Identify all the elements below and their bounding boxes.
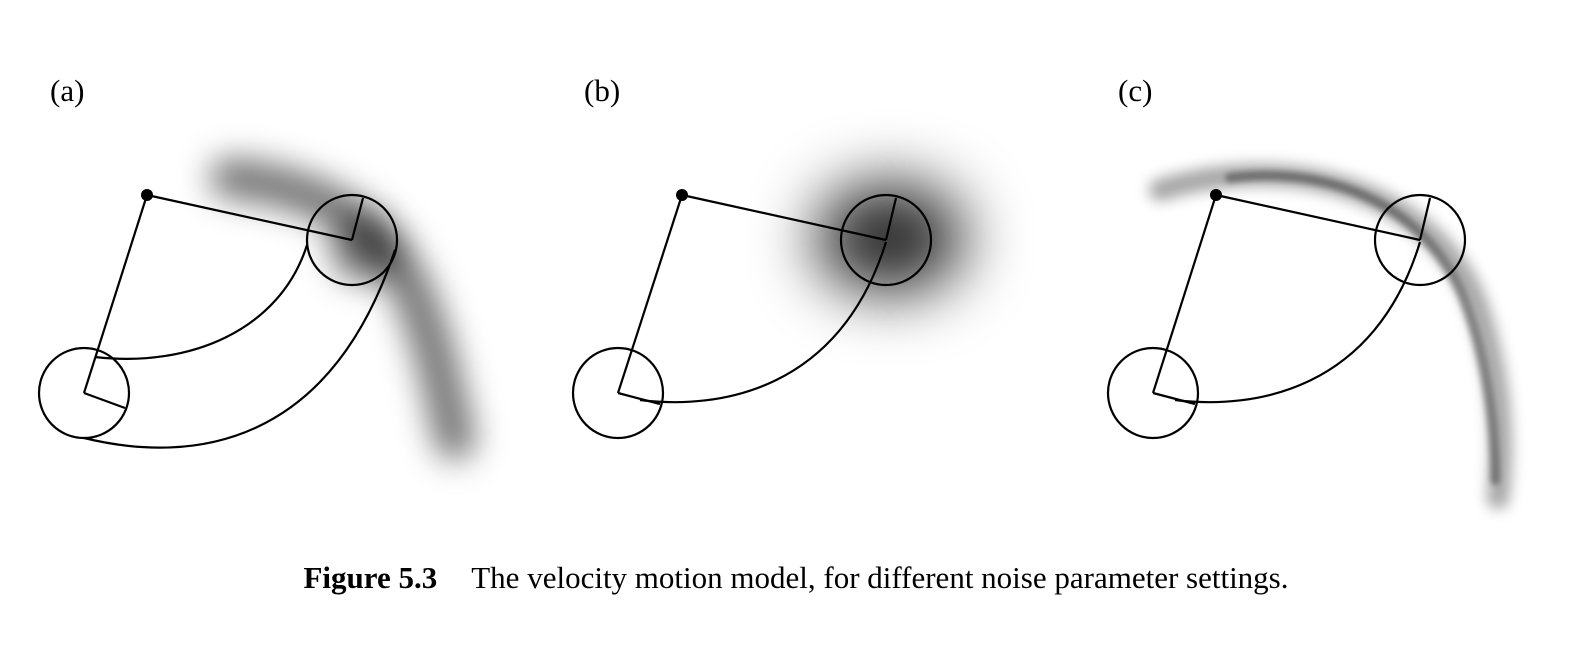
panel-a-heading-start (83, 391, 126, 410)
panel-c-geometry (1106, 193, 1467, 440)
panel-b-heading-end (884, 197, 898, 241)
panel-b-geometry (571, 193, 933, 440)
panel-c-radius-end (1215, 193, 1421, 242)
panel-c-robot-start (1106, 346, 1200, 440)
figure-number: Figure 5.3 (303, 560, 438, 595)
panel-a-heading-end (350, 197, 365, 241)
panel-a-geometry (37, 193, 399, 449)
panel-b-radius-end (681, 193, 887, 242)
panel-a-center-point (141, 189, 153, 201)
caption-text: The velocity motion model, for different… (471, 560, 1289, 595)
panel-b-noise-distribution (815, 183, 965, 293)
panel-a-radius-start (82, 194, 149, 394)
panel-b-arc (639, 241, 888, 404)
panel-a-arc-outer (83, 249, 397, 449)
panel-b-robot-start (571, 346, 665, 440)
figure-caption: Figure 5.3 The velocity motion model, for… (0, 560, 1592, 596)
panel-c-noise-distribution (1149, 163, 1512, 509)
panel-c-robot-end (1373, 193, 1467, 287)
panel-c-heading-end (1418, 197, 1432, 241)
panel-b-robot-end (839, 193, 933, 287)
panel-a-robot-end (305, 193, 399, 287)
panel-b-label: (b) (584, 73, 620, 108)
panel-a-radius-end (146, 193, 353, 242)
panel-a: (a) (37, 73, 475, 460)
panel-c-label: (c) (1118, 73, 1152, 108)
panel-c-arc (1174, 241, 1422, 404)
panel-a-arc-inner (94, 244, 309, 360)
panel-c-radius-start (1151, 194, 1218, 394)
panel-c: (c) (1106, 73, 1512, 509)
panel-a-label: (a) (50, 73, 84, 108)
panel-b-center-point (676, 189, 688, 201)
panel-a-noise-distribution (210, 158, 475, 460)
panel-b: (b) (571, 73, 965, 440)
panel-c-center-point (1210, 189, 1222, 201)
panel-b-radius-start (616, 194, 684, 394)
